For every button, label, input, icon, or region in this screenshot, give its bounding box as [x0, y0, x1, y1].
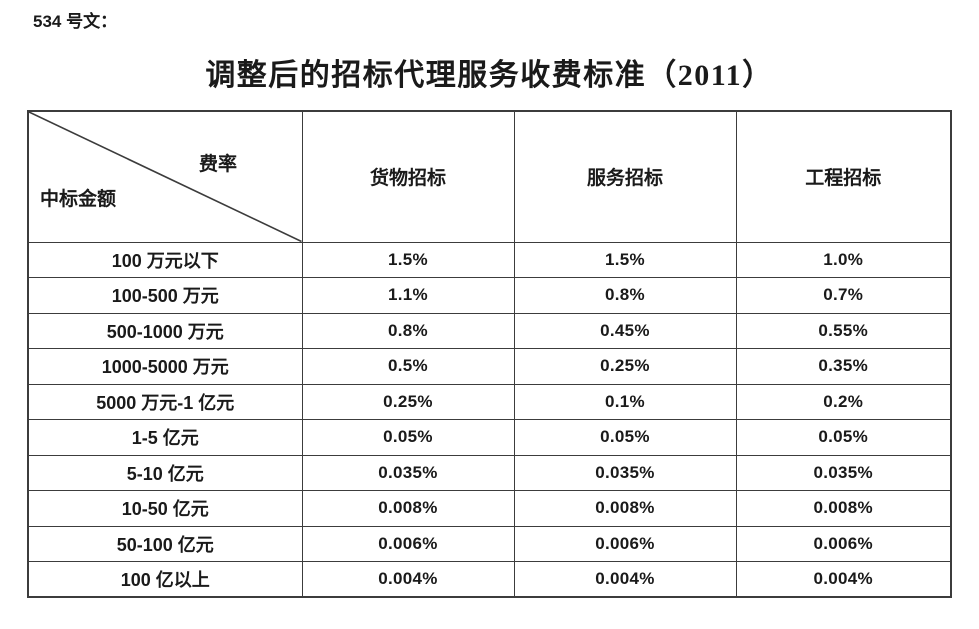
row-label-amount-range: 500-1000 万元 — [27, 312, 303, 349]
rate-value-cell: 0.008% — [735, 490, 952, 527]
table-row: 1-5 亿元 0.05% 0.05% 0.05% — [27, 419, 952, 456]
table-row: 100 万元以下 1.5% 1.5% 1.0% — [27, 241, 952, 278]
rate-value-cell: 0.8% — [513, 277, 737, 314]
row-label-amount-range: 100 亿以上 — [27, 561, 303, 598]
rate-value-cell: 0.008% — [301, 490, 515, 527]
table-row: 10-50 亿元 0.008% 0.008% 0.008% — [27, 490, 952, 527]
header-row: 费率 中标金额 货物招标 服务招标 工程招标 — [27, 110, 952, 243]
table-row: 5000 万元-1 亿元 0.25% 0.1% 0.2% — [27, 383, 952, 420]
rate-value-cell: 0.035% — [513, 454, 737, 491]
rate-value-cell: 1.0% — [735, 241, 952, 278]
row-label-amount-range: 50-100 亿元 — [27, 525, 303, 562]
table-row: 100 亿以上 0.004% 0.004% 0.004% — [27, 561, 952, 598]
row-label-amount-range: 100-500 万元 — [27, 277, 303, 314]
diagonal-divider-line — [29, 112, 301, 241]
corner-header-cell: 费率 中标金额 — [27, 110, 303, 243]
rate-value-cell: 0.008% — [513, 490, 737, 527]
rate-value-cell: 0.05% — [513, 419, 737, 456]
rate-value-cell: 0.2% — [735, 383, 952, 420]
row-label-amount-range: 5000 万元-1 亿元 — [27, 383, 303, 420]
row-label-amount-range: 1000-5000 万元 — [27, 348, 303, 385]
rate-value-cell: 0.8% — [301, 312, 515, 349]
table-body: 100 万元以下 1.5% 1.5% 1.0% 100-500 万元 1.1% 0.8% 0.… — [27, 241, 952, 598]
rate-value-cell: 0.1% — [513, 383, 737, 420]
table-header: 费率 中标金额 货物招标 服务招标 工程招标 — [27, 110, 952, 243]
rate-value-cell: 0.004% — [735, 561, 952, 598]
rate-value-cell: 0.006% — [735, 525, 952, 562]
rate-value-cell: 0.05% — [301, 419, 515, 456]
rate-value-cell: 1.5% — [513, 241, 737, 278]
fee-rate-table: 费率 中标金额 货物招标 服务招标 工程招标 100 万元以下 1.5% 1.5% 1… — [27, 110, 952, 598]
table-row: 50-100 亿元 0.006% 0.006% 0.006% — [27, 525, 952, 562]
table-row: 1000-5000 万元 0.5% 0.25% 0.35% — [27, 348, 952, 385]
column-header-goods-bidding: 货物招标 — [301, 110, 515, 243]
page-title: 调整后的招标代理服务收费标准（2011） — [205, 59, 774, 92]
rate-value-cell: 0.006% — [513, 525, 737, 562]
column-header-service-bidding: 服务招标 — [513, 110, 737, 243]
rate-value-cell: 0.45% — [513, 312, 737, 349]
corner-label-fee-rate: 费率 — [199, 154, 238, 175]
table-row: 500-1000 万元 0.8% 0.45% 0.55% — [27, 312, 952, 349]
rate-value-cell: 0.035% — [735, 454, 952, 491]
rate-value-cell: 0.006% — [301, 525, 515, 562]
row-label-amount-range: 5-10 亿元 — [27, 454, 303, 491]
rate-value-cell: 0.35% — [735, 348, 952, 385]
doc-number-label: 534 号文： — [33, 12, 118, 31]
rate-value-cell: 0.05% — [735, 419, 952, 456]
row-label-amount-range: 10-50 亿元 — [27, 490, 303, 527]
column-header-engineering-bidding: 工程招标 — [735, 110, 952, 243]
rate-value-cell: 0.7% — [735, 277, 952, 314]
row-label-amount-range: 1-5 亿元 — [27, 419, 303, 456]
rate-value-cell: 0.004% — [301, 561, 515, 598]
row-label-amount-range: 100 万元以下 — [27, 241, 303, 278]
table-row: 100-500 万元 1.1% 0.8% 0.7% — [27, 277, 952, 314]
rate-value-cell: 1.1% — [301, 277, 515, 314]
rate-value-cell: 1.5% — [301, 241, 515, 278]
corner-label-bid-amount: 中标金额 — [40, 189, 117, 210]
rate-value-cell: 0.55% — [735, 312, 952, 349]
rate-value-cell: 0.035% — [301, 454, 515, 491]
rate-value-cell: 0.5% — [301, 348, 515, 385]
rate-value-cell: 0.25% — [513, 348, 737, 385]
rate-value-cell: 0.25% — [301, 383, 515, 420]
rate-value-cell: 0.004% — [513, 561, 737, 598]
table-row: 5-10 亿元 0.035% 0.035% 0.035% — [27, 454, 952, 491]
